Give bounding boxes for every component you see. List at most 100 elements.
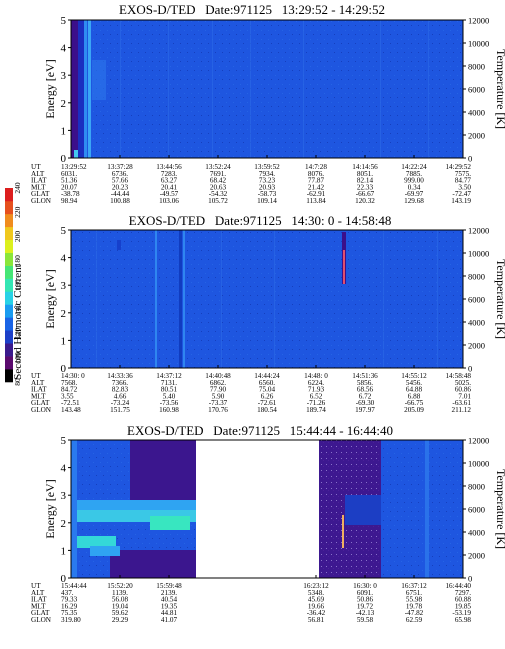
table-cell: 8051. <box>357 170 373 178</box>
panel-1-texture <box>71 20 463 158</box>
panel-3-ytick-right-label: 8000 <box>468 482 485 492</box>
table-cell: 7131. <box>161 379 177 387</box>
table-cell: 50.86 <box>357 596 374 604</box>
table-cell: 14:55:12 <box>401 372 427 380</box>
table-row-label: GLAT <box>31 399 50 407</box>
table-row-label: GLON <box>31 406 52 414</box>
panel-1-ytick-label: 5 <box>61 15 67 27</box>
table-cell: 16:37:12 <box>401 582 427 590</box>
table-cell: 6091. <box>357 589 373 597</box>
table-row-label: ILAT <box>31 596 47 604</box>
panel-2-stripe-a <box>155 230 157 368</box>
table-row-label: ALT <box>31 379 45 387</box>
panel-1-orbit-table: UT 13:29:52 13:37:28 13:44:56 13:52:24 13:59:… <box>31 163 471 205</box>
table-cell: 14:58:48 <box>445 372 471 380</box>
colorbar-ticks: 240 220 200 180 160 140 120 100 80 <box>13 182 22 386</box>
table-cell: 6751. <box>406 589 422 597</box>
panel-2-blob <box>117 240 121 250</box>
table-cell: -47.82 <box>405 609 424 617</box>
colorbar-tick-label: 220 <box>13 206 22 218</box>
table-cell: 6560. <box>259 379 275 387</box>
panel-1-plot-area <box>70 19 464 159</box>
table-cell: 437. <box>61 589 74 597</box>
table-cell: 15:52:20 <box>107 582 133 590</box>
table-cell: 56.08 <box>112 596 129 604</box>
table-cell: 5348. <box>308 589 324 597</box>
panel-2-orbit-table: UT 14:30: 0 14:33:36 14:37:12 14:40:48 14:44:… <box>31 372 471 414</box>
table-cell: -38.78 <box>61 190 80 198</box>
colorbar-tick-label: 160 <box>13 279 22 291</box>
table-cell: 999.00 <box>404 177 424 185</box>
panel-3-yticks-left: 0 1 2 3 4 5 <box>61 435 464 585</box>
table-cell: 2139. <box>161 589 177 597</box>
table-cell: 60.88 <box>455 596 472 604</box>
table-cell: 77.90 <box>210 386 227 394</box>
panel-1-ytick-label: 3 <box>61 70 67 82</box>
table-cell: 14:51:36 <box>352 372 378 380</box>
table-cell: 211.12 <box>452 406 472 414</box>
panel-3-ytick-label: 5 <box>61 435 67 447</box>
table-cell: -44.44 <box>111 190 130 198</box>
colorbar-tick-label: 240 <box>13 182 22 194</box>
table-cell: -72.47 <box>452 190 471 198</box>
table-cell: 5.90 <box>212 392 225 400</box>
panel-3-left-purple-high <box>130 440 196 500</box>
table-cell: 7575. <box>455 170 471 178</box>
table-cell: 64.88 <box>406 386 423 394</box>
table-cell: -73.37 <box>209 399 228 407</box>
table-cell: -53.19 <box>452 609 471 617</box>
table-cell: 29.29 <box>112 616 129 624</box>
table-cell: 6.26 <box>261 392 274 400</box>
table-cell: 45.69 <box>308 596 325 604</box>
table-cell: -42.13 <box>356 609 375 617</box>
table-cell: 6.72 <box>359 392 372 400</box>
table-cell: 120.32 <box>355 197 375 205</box>
table-cell: 22.33 <box>357 183 374 191</box>
panel-2-ylabel-right: Temperature [K] <box>494 259 505 339</box>
table-cell: 100.88 <box>110 197 130 205</box>
panel-1: EXOS-D/TED Date:971125 13:29:52 - 14:29:… <box>31 2 505 205</box>
table-cell: -49.57 <box>160 190 179 198</box>
panel-2-title: EXOS-D/TED Date:971125 14:30: 0 - 14:58:… <box>129 213 392 228</box>
table-cell: 98.94 <box>61 197 78 205</box>
table-cell: 57.66 <box>112 177 129 185</box>
table-cell: 19.04 <box>112 602 129 610</box>
table-row-label: MLT <box>31 183 46 191</box>
table-cell: 14:37:12 <box>156 372 182 380</box>
panel-3-ytick-right-label: 0 <box>468 574 472 584</box>
table-cell: 59.58 <box>357 616 374 624</box>
table-cell: 143.19 <box>451 197 471 205</box>
table-cell: 68.42 <box>210 177 227 185</box>
panel-2-ytick-right-label: 6000 <box>468 295 485 305</box>
table-row-label: MLT <box>31 392 46 400</box>
colorbar-label: Second Harmonic Current <box>12 264 24 379</box>
table-cell: 7.01 <box>458 392 471 400</box>
panel-2-faint-stripes <box>96 230 438 368</box>
colorbar-swatch <box>5 278 13 292</box>
panel-3-ytick-right-label: 2000 <box>468 551 485 561</box>
table-cell: 6224. <box>308 379 324 387</box>
table-cell: 5456. <box>406 379 422 387</box>
table-cell: 14:33:36 <box>107 372 133 380</box>
table-cell: 14:40:48 <box>205 372 231 380</box>
panel-1-ytick-label: 1 <box>61 125 67 137</box>
table-row-label: ILAT <box>31 177 47 185</box>
table-cell: 62.59 <box>406 616 423 624</box>
table-cell: 65.98 <box>455 616 472 624</box>
table-row-label: GLAT <box>31 190 50 198</box>
table-cell: 13:59:52 <box>254 163 280 171</box>
panel-3-cyan-low-2 <box>90 546 120 556</box>
table-cell: -36.42 <box>307 609 326 617</box>
table-row-label: UT <box>31 372 41 380</box>
table-cell: 14:48: 0 <box>304 372 328 380</box>
panel-3: EXOS-D/TED Date:971125 15:44:44 - 16:44:… <box>31 423 505 624</box>
panel-2-ytick-right-label: 4000 <box>468 318 485 328</box>
table-cell: 3.50 <box>458 183 471 191</box>
panel-2-spike-core <box>343 250 345 284</box>
table-cell: 80.51 <box>161 386 178 394</box>
table-cell: 109.14 <box>257 197 277 205</box>
panel-1-ytick-right-label: 2000 <box>468 131 485 141</box>
table-cell: 16:23:12 <box>303 582 329 590</box>
panel-2-stripe-c <box>183 230 185 368</box>
panel-1-left-streak <box>92 60 106 100</box>
